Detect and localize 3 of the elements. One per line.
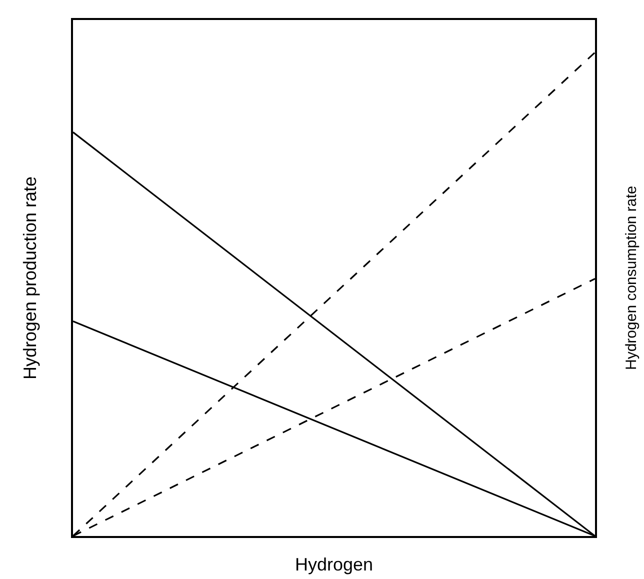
y-axis-title: Hydrogen production rate bbox=[20, 176, 40, 380]
x-axis-title: Hydrogen bbox=[294, 554, 374, 574]
y2-axis-title: Hydrogen consumption rate bbox=[623, 186, 640, 370]
